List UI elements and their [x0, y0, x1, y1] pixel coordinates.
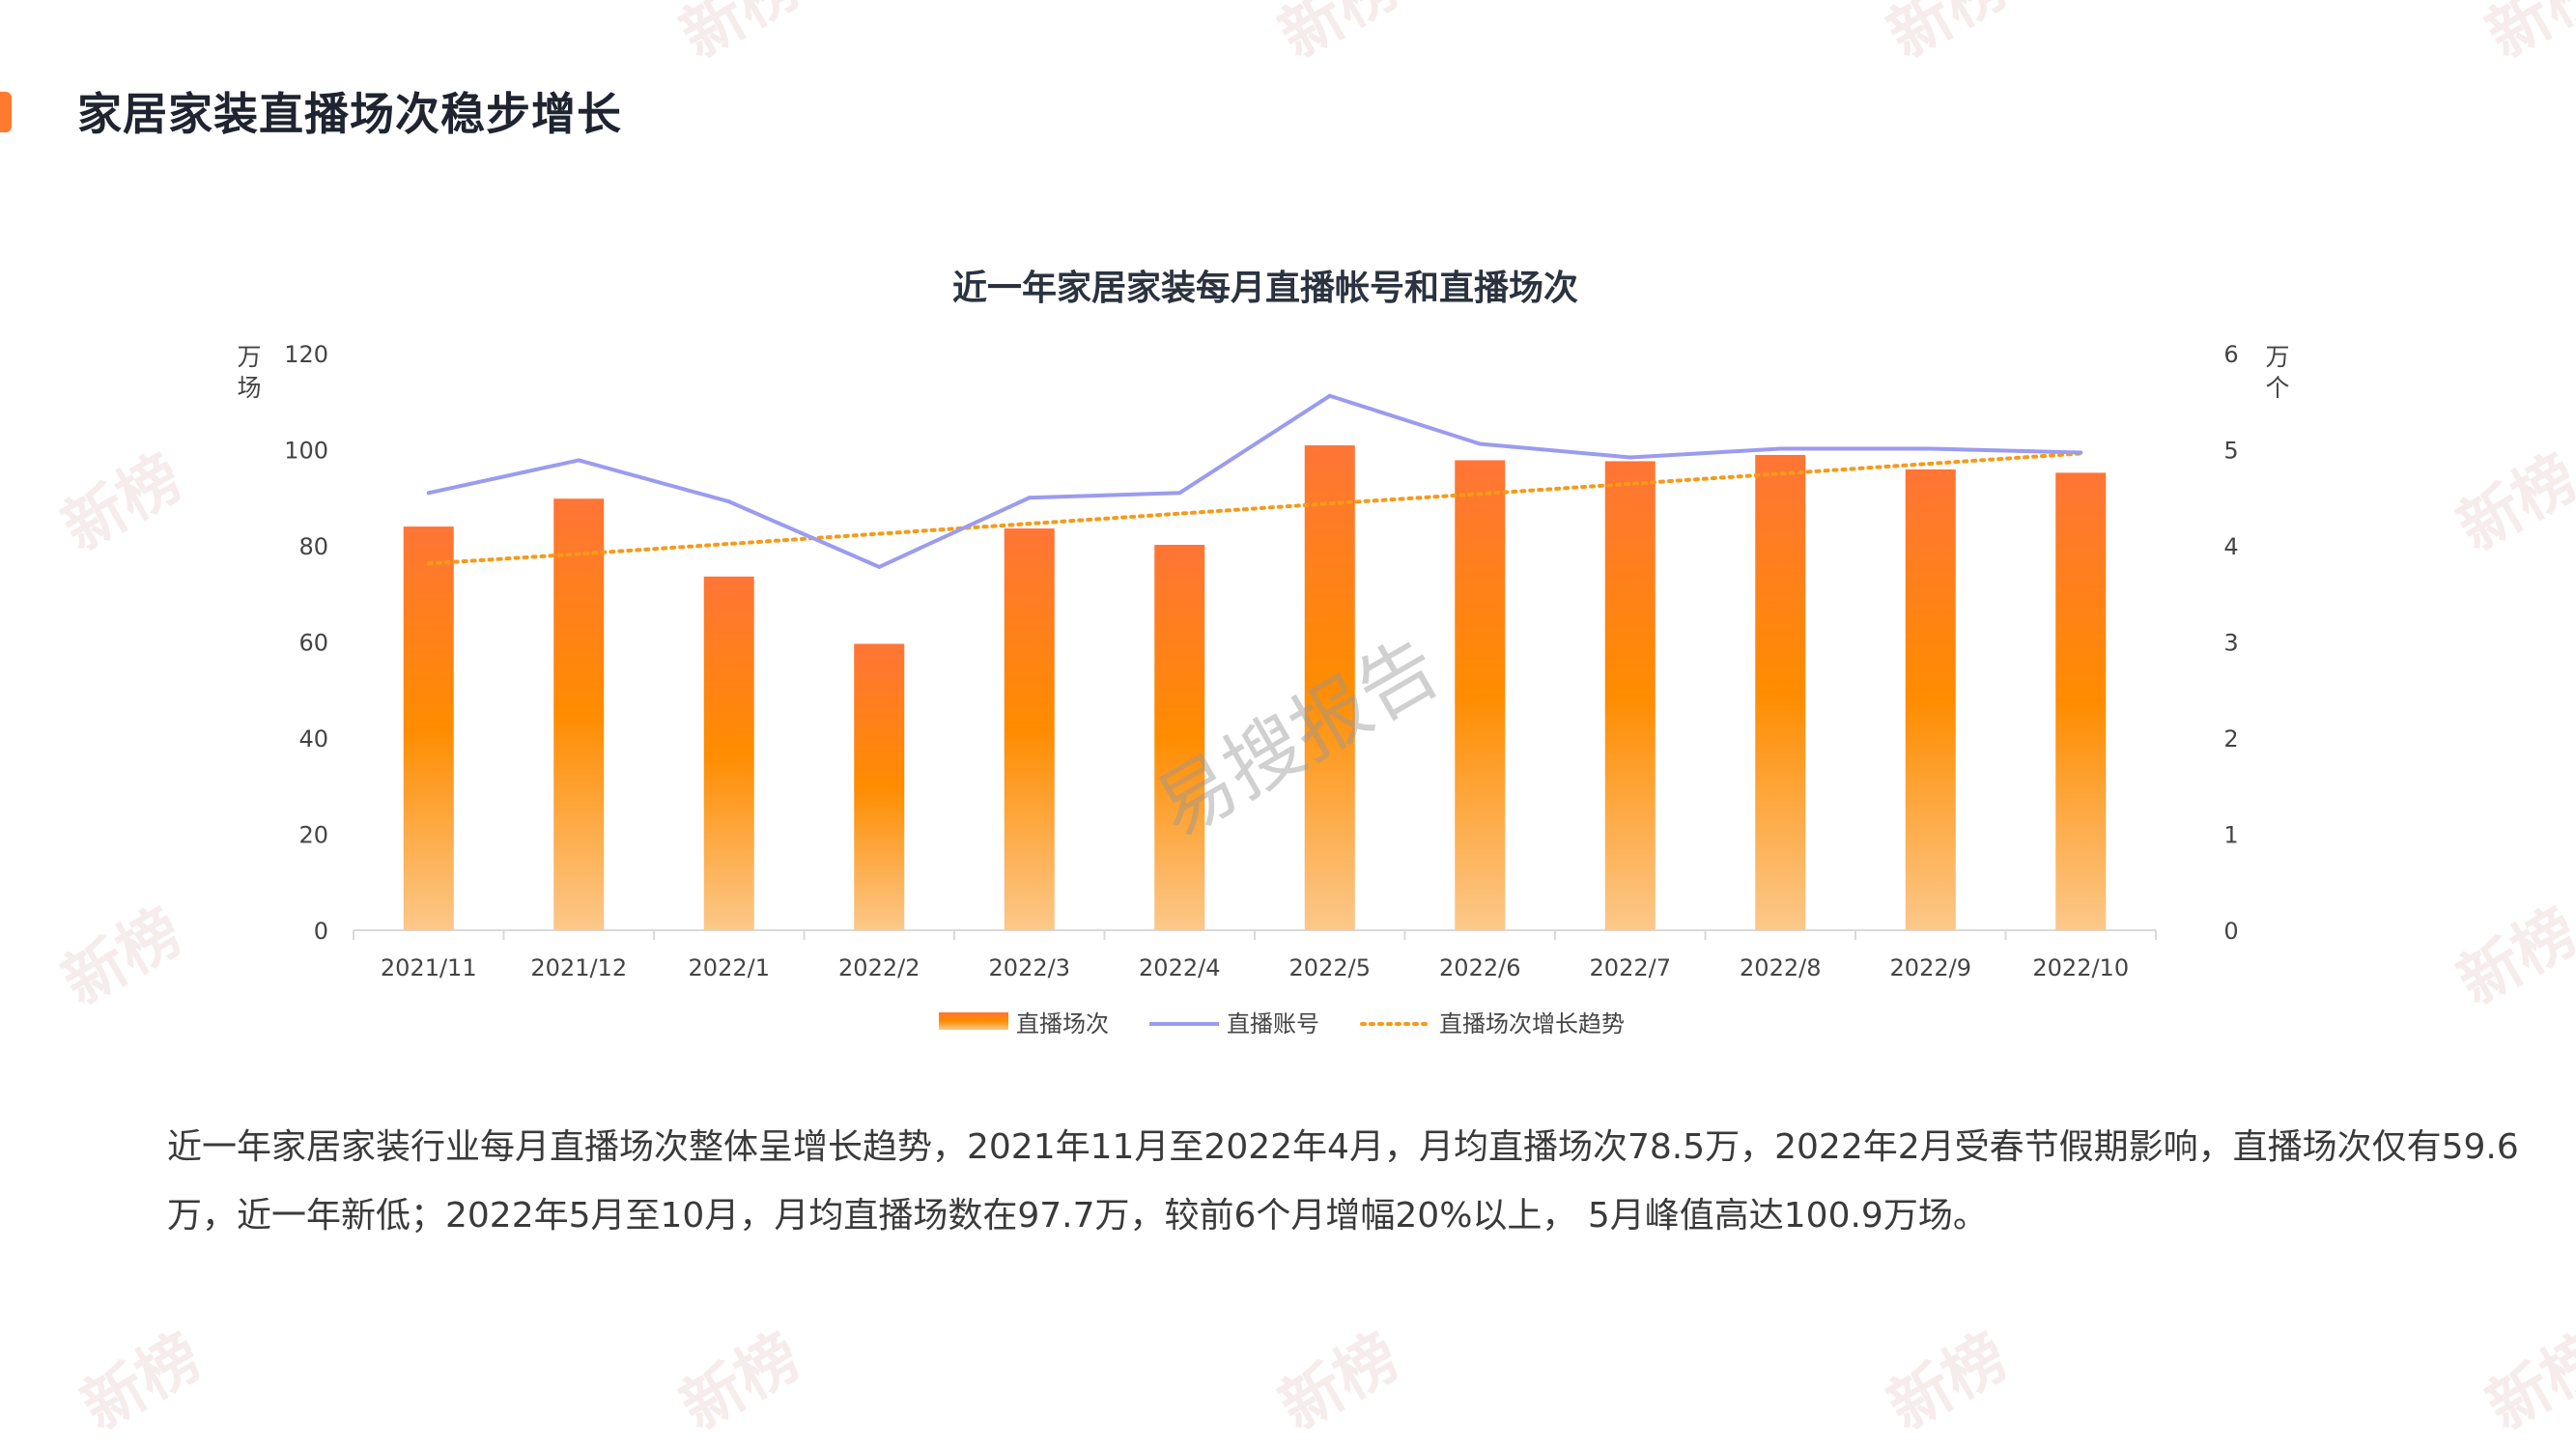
bar-2022/4 [1154, 545, 1205, 930]
accounts-point-2022/7 [1628, 455, 1632, 460]
accounts-point-2022/6 [1478, 441, 1483, 446]
left-axis-tick: 40 [298, 725, 328, 753]
watermark-brand: 新榜 [1268, 1321, 1411, 1445]
accounts-line [428, 393, 2081, 569]
left-axis-tick: 60 [298, 630, 328, 657]
legend-label-trend: 直播场次增长趋势 [1439, 1010, 1625, 1037]
right-axis-unit-1: 万 [2265, 343, 2289, 371]
accounts-point-2021/12 [577, 458, 581, 463]
right-axis-unit-2: 个 [2265, 374, 2289, 402]
left-axis-tick: 100 [284, 438, 328, 465]
accounts-point-2022/4 [1177, 491, 1182, 496]
bar-2022/8 [1755, 454, 1806, 930]
bar-2022/9 [1905, 469, 1956, 930]
x-axis-label: 2022/7 [1590, 954, 1671, 981]
bar-2022/3 [1004, 528, 1055, 930]
accounts-point-2022/5 [1327, 393, 1332, 398]
x-axis-label: 2022/5 [1289, 954, 1371, 981]
bar-2022/7 [1604, 461, 1656, 930]
watermark-brand: 新榜 [2476, 1321, 2576, 1445]
left-axis-unit-1: 万 [237, 343, 261, 371]
accounts-point-2022/2 [877, 564, 882, 569]
page-title: 家居家装直播场次稳步增长 [77, 88, 622, 140]
trendline [426, 451, 2083, 566]
right-axis-tick: 3 [2223, 630, 2238, 657]
bar-2022/5 [1304, 445, 1355, 930]
left-axis-tick: 80 [298, 533, 328, 560]
accounts-point-2022/8 [1778, 446, 1783, 451]
accounts-point-2022/1 [726, 499, 731, 504]
chart: 近一年家居家装每月直播帐号和直播场次 万 场 万 个 0204060801001… [237, 269, 2289, 1037]
right-axis-tick: 1 [2223, 822, 2238, 849]
title-accent-marker [0, 92, 12, 132]
legend-label-bars: 直播场次 [1016, 1010, 1109, 1037]
x-axis-label: 2022/1 [689, 954, 770, 981]
accounts-point-2022/10 [2079, 450, 2083, 455]
bar-2022/1 [703, 576, 754, 930]
left-axis-unit-2: 场 [237, 374, 261, 402]
accounts-point-2022/9 [1928, 446, 1933, 451]
left-axis-tick: 0 [314, 918, 328, 945]
bar-2021/11 [403, 526, 454, 930]
right-axis-tick: 0 [2223, 918, 2238, 945]
bar-2022/6 [1455, 460, 1506, 930]
watermark-brand: 新榜 [71, 1321, 213, 1445]
bar-2022/10 [2055, 472, 2107, 930]
right-axis-tick: 2 [2223, 725, 2238, 753]
right-axis-tick: 5 [2223, 438, 2238, 465]
left-axis-tick: 120 [284, 341, 328, 368]
watermark-brand: 新榜 [669, 1321, 812, 1445]
accounts-point-2021/11 [426, 491, 431, 496]
x-axis-label: 2022/8 [1740, 954, 1821, 981]
x-axis-label: 2022/9 [1890, 954, 1971, 981]
legend-swatch-bars [939, 1012, 1008, 1030]
x-axis-label: 2021/11 [381, 954, 477, 981]
right-axis-tick: 4 [2223, 533, 2238, 560]
bar-2022/2 [854, 643, 905, 930]
x-axis-label: 2021/12 [530, 954, 627, 981]
x-axis-label: 2022/2 [838, 954, 920, 981]
right-axis-tick: 6 [2223, 341, 2238, 368]
left-axis-tick: 20 [298, 822, 328, 849]
x-axis-label: 2022/3 [989, 954, 1070, 981]
watermark-brand: 新榜 [1877, 1321, 2020, 1445]
bar-2021/12 [553, 498, 605, 930]
chart-title: 近一年家居家装每月直播帐号和直播场次 [952, 269, 1578, 308]
legend-label-line: 直播账号 [1227, 1010, 1319, 1037]
x-axis-label: 2022/10 [2032, 954, 2129, 981]
summary-paragraph: 近一年家居家装行业每月直播场次整体呈增长趋势，2021年11月至2022年4月，… [167, 1127, 2519, 1236]
x-axis-label: 2022/6 [1439, 954, 1520, 981]
accounts-point-2022/3 [1027, 496, 1032, 500]
x-axis-label: 2022/4 [1139, 954, 1220, 981]
